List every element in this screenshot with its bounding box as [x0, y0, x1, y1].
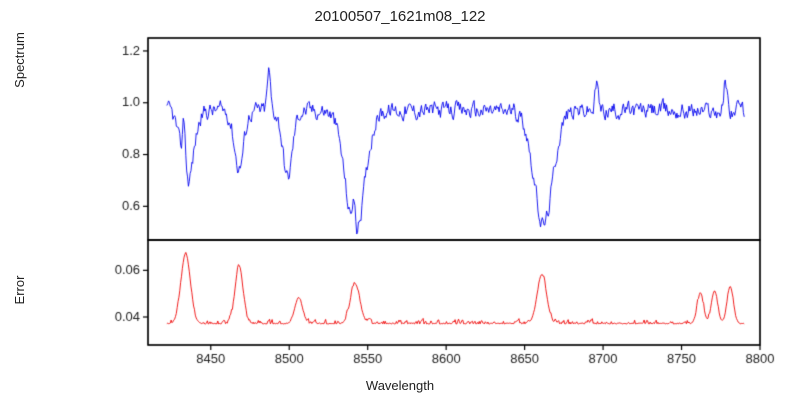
y-axis-label-error: Error [12, 250, 27, 330]
x-axis-label-wavelength: Wavelength [0, 378, 800, 393]
chart-canvas [0, 0, 800, 400]
y-axis-label-spectrum: Spectrum [12, 0, 27, 130]
plot-area: Spectrum Error Wavelength [0, 0, 800, 400]
chart-container: 20100507_1621m08_122 Spectrum Error Wave… [0, 0, 800, 400]
